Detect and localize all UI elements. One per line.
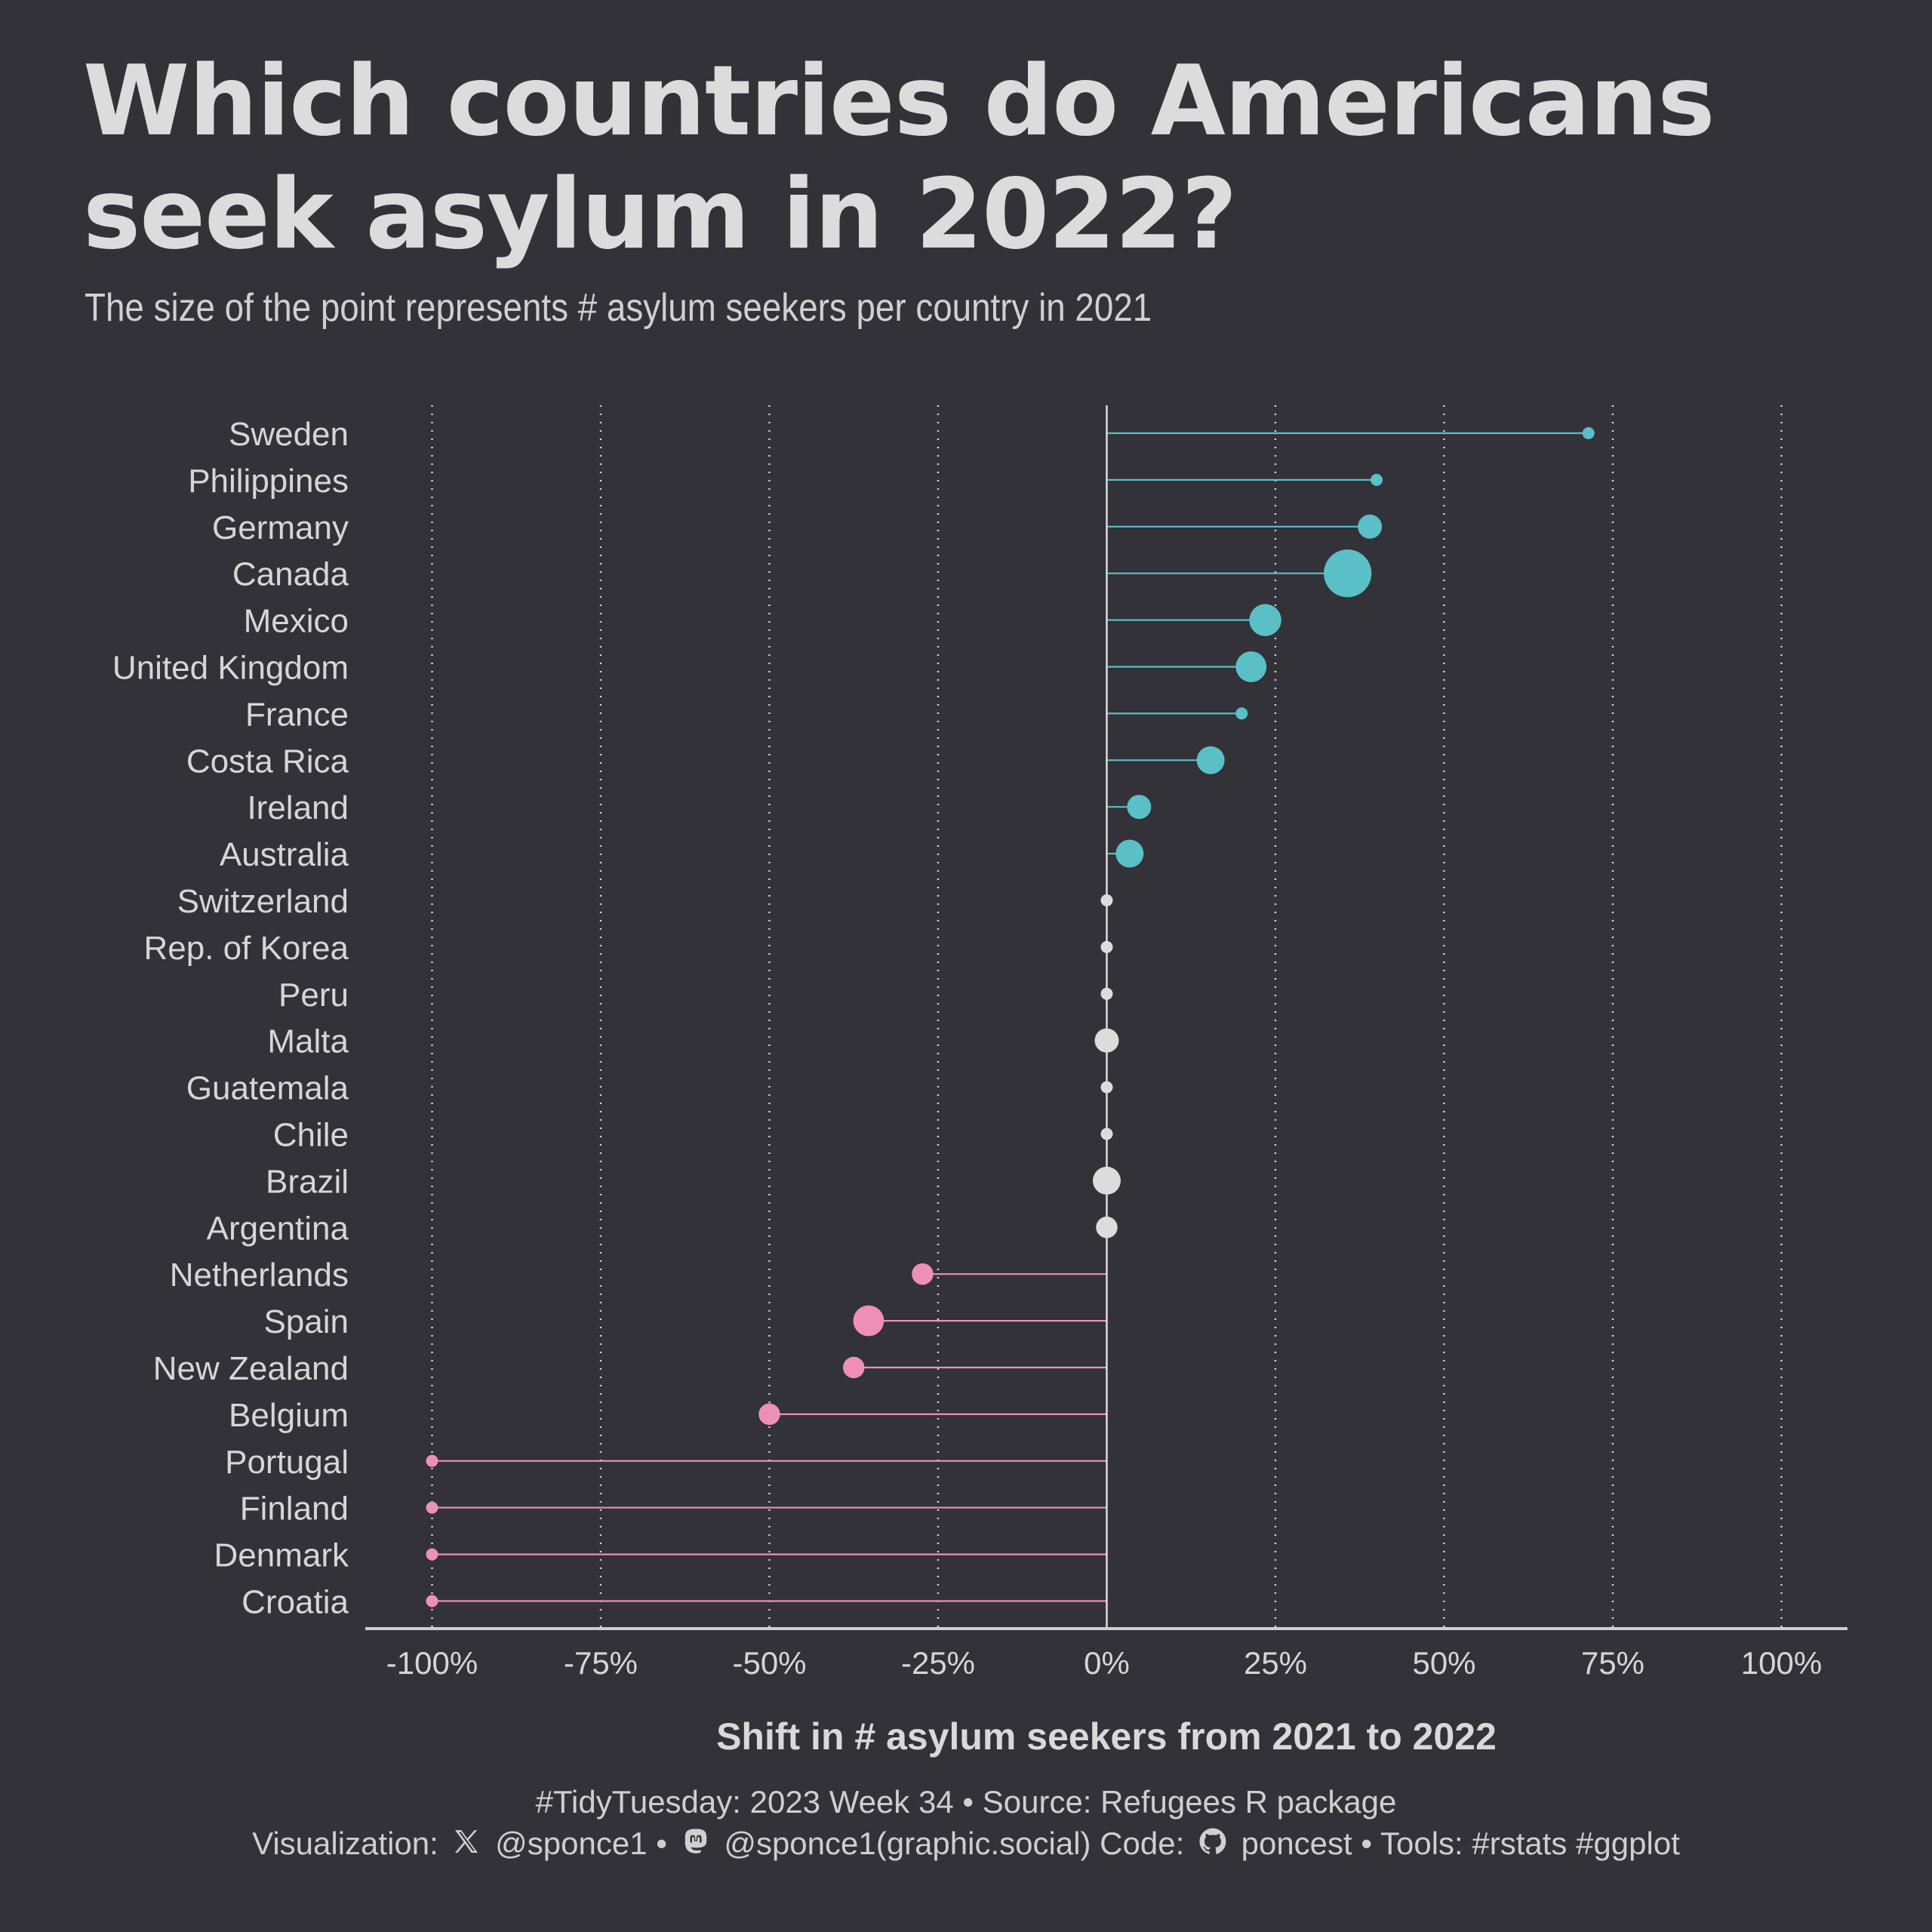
- lollipop-point: [853, 1305, 884, 1337]
- country-label: United Kingdom: [112, 650, 349, 687]
- country-labels: Sweden Philippines Germany Canada Mexico Unit…: [112, 416, 349, 1621]
- x-tick-labels: -100% -75% -50% -25% 0% 25% 50% 75% 100%: [386, 1645, 1822, 1681]
- caption-github-handle: poncest • Tools: #rstats #ggplot: [1241, 1825, 1680, 1861]
- x-logo-icon[interactable]: [451, 1826, 481, 1857]
- country-label: Malta: [267, 1023, 349, 1060]
- caption-x-handle: @sponce1 •: [495, 1825, 667, 1861]
- lollipop-point: [1249, 604, 1281, 636]
- country-label: Australia: [220, 836, 349, 873]
- caption-line-1: #TidyTuesday: 2023 Week 34 • Source: Ref…: [535, 1784, 1397, 1820]
- lollipop-point: [1100, 1128, 1113, 1140]
- lollipop-points: [426, 427, 1595, 1607]
- x-tick-label: -25%: [901, 1645, 975, 1681]
- country-label: Philippines: [188, 463, 349, 500]
- x-tick-label: 100%: [1741, 1645, 1822, 1681]
- country-label: Brazil: [266, 1163, 349, 1200]
- country-label: Guatemala: [186, 1070, 349, 1107]
- lollipop-stems: [432, 432, 1589, 1602]
- country-label: Denmark: [214, 1537, 349, 1574]
- lollipop-point: [758, 1403, 780, 1426]
- x-tick-label: -75%: [564, 1645, 638, 1681]
- github-logo-icon[interactable]: [1198, 1826, 1228, 1857]
- lollipop-point: [1094, 1028, 1119, 1053]
- lollipop-point: [1115, 839, 1144, 868]
- x-tick-label: -50%: [732, 1645, 806, 1681]
- mastodon-logo-icon[interactable]: [681, 1826, 711, 1857]
- country-label: New Zealand: [153, 1350, 349, 1387]
- lollipop-point: [1358, 514, 1383, 539]
- caption-line-2: Visualization: @sponce1 • @sponce1(graph…: [0, 1823, 1932, 1862]
- lollipop-point: [1100, 940, 1113, 953]
- caption-mastodon-handle: @sponce1(graphic.social) Code:: [724, 1825, 1185, 1861]
- lollipop-point: [1371, 473, 1383, 486]
- x-tick-label: -100%: [386, 1645, 478, 1681]
- country-label: Ireland: [247, 789, 349, 826]
- country-label: Peru: [278, 977, 349, 1014]
- country-label: Argentina: [207, 1210, 349, 1247]
- country-label: Rep. of Korea: [144, 930, 349, 967]
- country-label: Netherlands: [170, 1257, 349, 1294]
- country-label: Mexico: [244, 603, 349, 640]
- x-tick-label: 0%: [1084, 1645, 1130, 1681]
- lollipop-point: [1100, 1081, 1113, 1094]
- lollipop-point: [1324, 549, 1372, 598]
- country-label: Portugal: [225, 1444, 349, 1481]
- lollipop-point: [1127, 795, 1152, 820]
- country-label: Spain: [263, 1303, 349, 1340]
- title-line-1: Which countries do Americans: [83, 45, 1715, 158]
- lollipop-point: [426, 1595, 438, 1607]
- lollipop-point: [912, 1263, 934, 1285]
- country-label: Germany: [212, 509, 349, 546]
- lollipop-point: [1196, 746, 1225, 774]
- x-tick-label: 75%: [1581, 1645, 1644, 1681]
- country-label: Chile: [273, 1117, 349, 1154]
- country-label: Costa Rica: [186, 743, 349, 780]
- lollipop-point: [1100, 987, 1113, 1000]
- lollipop-point: [843, 1356, 865, 1379]
- title-line-2: seek asylum in 2022?: [83, 158, 1238, 271]
- chart-subtitle: The size of the point represents # asylu…: [85, 286, 1152, 330]
- lollipop-point: [1235, 651, 1267, 682]
- country-label: Belgium: [229, 1397, 349, 1434]
- x-axis-title: Shift in # asylum seekers from 2021 to 2…: [716, 1715, 1497, 1758]
- lollipop-point: [426, 1454, 438, 1467]
- country-label: Canada: [232, 556, 349, 593]
- lollipop-point: [426, 1548, 438, 1561]
- country-label: Switzerland: [177, 883, 349, 920]
- country-label: Sweden: [229, 416, 349, 453]
- lollipop-point: [1093, 1166, 1121, 1195]
- lollipop-point: [1235, 707, 1248, 720]
- country-label: Finland: [240, 1491, 349, 1527]
- lollipop-point: [1096, 1217, 1118, 1238]
- lollipop-point: [426, 1501, 438, 1514]
- lollipop-point: [1100, 894, 1113, 906]
- country-label: Croatia: [242, 1584, 349, 1621]
- lollipop-point: [1582, 427, 1595, 439]
- caption-viz-label: Visualization:: [252, 1825, 438, 1861]
- country-label: France: [245, 696, 349, 733]
- x-tick-label: 25%: [1244, 1645, 1307, 1681]
- x-tick-label: 50%: [1412, 1645, 1475, 1681]
- chart-title: Which countries do Americans seek asylum…: [83, 45, 1894, 272]
